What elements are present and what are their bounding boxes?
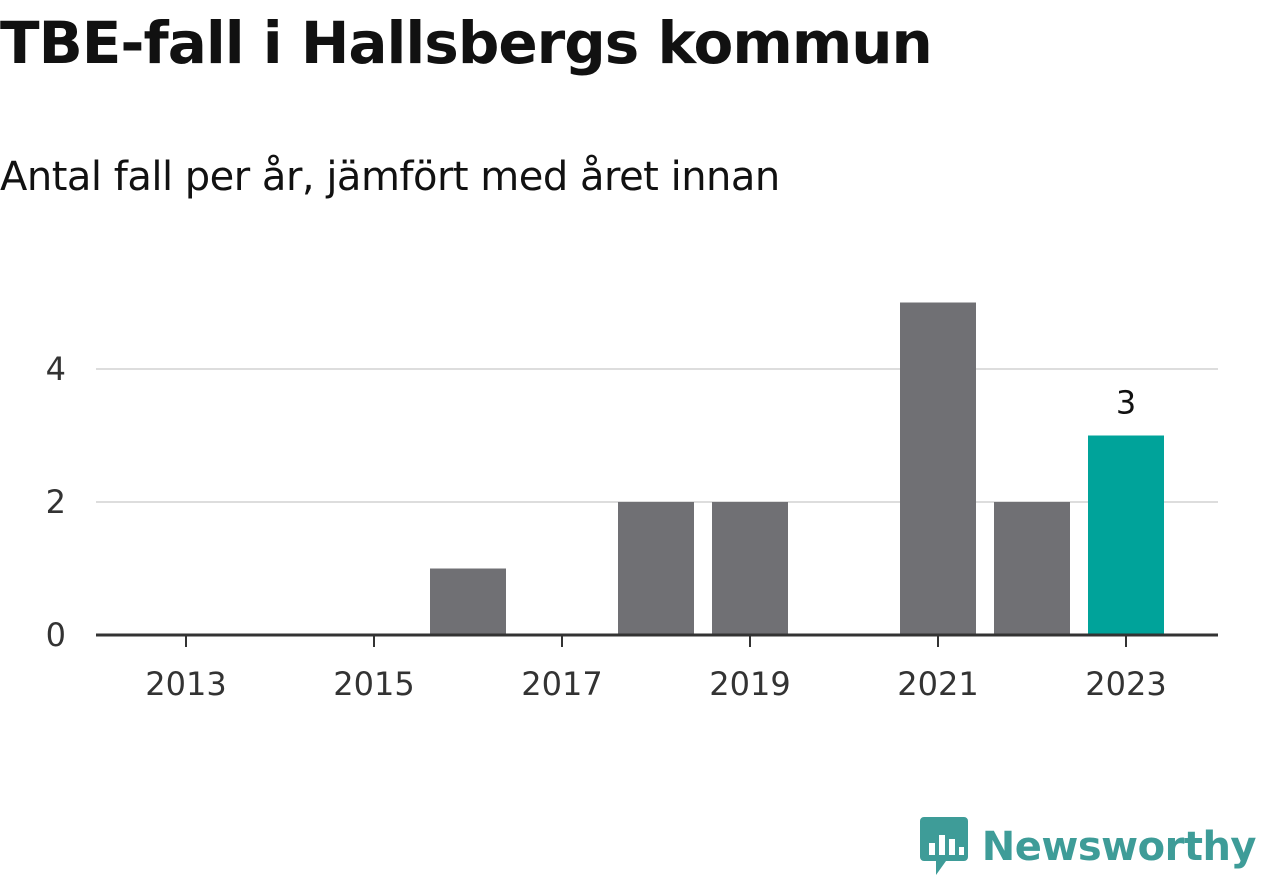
chart-subtitle: Antal fall per år, jämfört med året inna… bbox=[0, 154, 780, 200]
newsworthy-logo: Newsworthy bbox=[919, 817, 1257, 877]
x-tick-label: 2023 bbox=[1085, 665, 1166, 703]
x-tick-label: 2013 bbox=[145, 665, 226, 703]
x-tick-label: 2017 bbox=[521, 665, 602, 703]
newsworthy-logo-text: Newsworthy bbox=[981, 824, 1257, 870]
y-tick-label: 2 bbox=[46, 483, 66, 521]
x-tick-label: 2015 bbox=[333, 665, 414, 703]
x-tick-label: 2021 bbox=[897, 665, 978, 703]
bar-2021 bbox=[900, 302, 976, 635]
bar-2018 bbox=[618, 502, 694, 635]
data-label-2023: 3 bbox=[1116, 384, 1136, 422]
y-tick-label: 4 bbox=[46, 350, 66, 388]
chart-title: TBE-fall i Hallsbergs kommun bbox=[0, 9, 933, 77]
y-tick-label: 0 bbox=[46, 616, 66, 654]
x-tick-label: 2019 bbox=[709, 665, 790, 703]
bar-2023 bbox=[1088, 435, 1164, 635]
bar-2016 bbox=[430, 568, 506, 635]
bar-2019 bbox=[712, 502, 788, 635]
bar-2022 bbox=[994, 502, 1070, 635]
newsworthy-logo-icon bbox=[919, 817, 968, 875]
